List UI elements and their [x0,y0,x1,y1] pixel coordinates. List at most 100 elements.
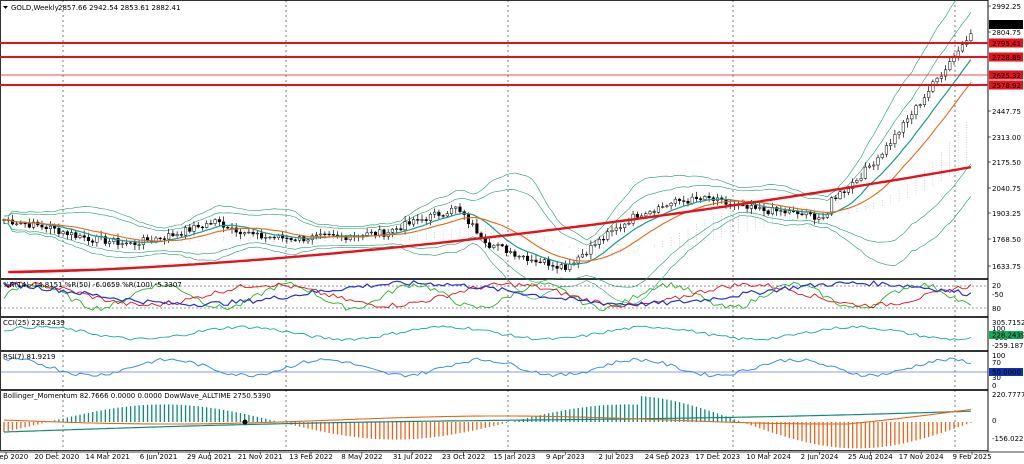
candle [15,223,19,225]
candle [416,219,420,221]
ema-mid-line [3,82,972,262]
candle [969,33,973,41]
candle [420,219,424,221]
candle [124,242,128,245]
candle [597,238,601,245]
candle [112,238,116,242]
candle [120,243,124,245]
date-tick-label: 10 Mar 2024 [746,453,791,460]
candle [412,219,416,225]
candle [686,200,690,204]
candle [428,213,432,221]
candle [205,223,209,228]
candle [906,118,910,123]
candle [910,114,914,120]
candle [944,69,948,77]
candle [960,44,964,52]
candle [175,234,179,237]
momentum-wave-line [3,408,971,425]
candle [783,210,787,214]
candle [682,200,686,202]
candle [108,241,112,244]
date-tick-label: 9 Feb 2025 [952,453,991,460]
candle [559,264,563,269]
candle [78,235,82,238]
candle [673,198,677,204]
candle [914,105,918,115]
candle [521,255,525,258]
candle [454,206,458,209]
candle [230,227,234,229]
candle [200,226,204,229]
pane-border [0,317,989,351]
candle [19,222,23,225]
signal-marker-icon [242,419,248,425]
candle [842,191,846,193]
candle [509,251,513,253]
candle [407,221,411,225]
bollinger-upper-line [3,0,957,241]
candle [319,233,323,236]
candle [86,237,90,242]
candle [889,143,893,146]
candle [935,78,939,83]
candle [821,217,825,219]
wpr-tick-label: -50 [992,291,1003,299]
level-price-box [989,38,1023,48]
candle [492,244,496,248]
candle [390,228,394,233]
candle [141,237,145,245]
candle [378,229,382,236]
date-tick-label: 8 May 2022 [341,453,382,460]
candle [272,236,276,239]
date-tick-label: 17 Nov 2024 [899,453,944,460]
candle [437,211,441,216]
bollinger-upper-line [3,12,972,246]
candle [103,236,107,244]
candle [859,178,863,181]
date-tick-label: 2 Jul 2023 [599,453,634,460]
candle [530,259,534,262]
rsi-line [3,357,971,378]
rsi-tick-label: 100 [992,352,1005,360]
candle [403,221,407,231]
wpr100-line [3,280,972,308]
candle [264,237,268,239]
date-tick-label: 23 Oct 2022 [442,453,485,460]
candle [433,211,437,215]
candle [137,244,141,246]
rsi-label: RSI(7) 81.9219 [3,353,55,361]
candle [192,224,196,232]
candle [188,227,192,232]
candle [855,179,859,183]
dropdown-icon[interactable] [3,6,8,9]
candle [635,213,639,218]
candle [65,231,69,236]
candle [504,245,508,253]
candle [538,261,542,264]
date-tick-label: 6 Jun 2021 [140,453,178,460]
pane-border [0,351,989,390]
candle [779,210,783,212]
candle [846,188,850,193]
candle [665,205,669,207]
cci-tick-label: -259.1873 [992,342,1024,350]
candle [247,231,251,234]
rsi-tick-label: 0 [992,382,996,390]
candle [876,157,880,166]
candle [576,256,580,264]
candle [496,244,500,246]
candle [656,206,660,213]
candle [82,235,86,238]
momentum-tick-label: 220.7777 [992,391,1024,399]
level-price-label: 2728.89 [992,54,1021,62]
candle [213,219,217,224]
current-price-label: 2882.41 [992,22,1021,30]
candle [517,255,521,258]
candle [179,234,183,236]
candle [306,239,310,242]
candle [551,265,555,267]
cci-label: CCI(25) 228.2439 [3,319,65,327]
